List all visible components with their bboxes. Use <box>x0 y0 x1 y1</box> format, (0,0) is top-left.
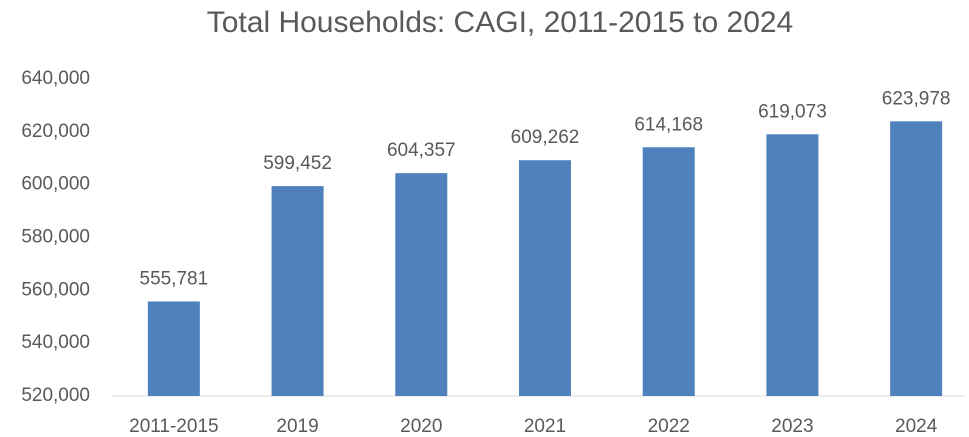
y-tick-label: 600,000 <box>21 174 90 195</box>
data-label: 623,978 <box>882 88 951 109</box>
y-tick-label: 640,000 <box>21 68 90 89</box>
y-tick-label: 560,000 <box>21 279 90 300</box>
chart-title: Total Households: CAGI, 2011-2015 to 202… <box>207 6 794 39</box>
data-label: 599,452 <box>263 153 332 174</box>
bar <box>271 186 324 396</box>
bar <box>519 160 571 396</box>
x-tick-label: 2022 <box>648 416 690 437</box>
bar <box>395 173 448 396</box>
x-tick-label: 2021 <box>524 416 566 437</box>
data-label: 619,073 <box>758 101 827 122</box>
data-label: 555,781 <box>140 268 209 289</box>
x-tick-label: 2020 <box>400 416 442 437</box>
bar <box>642 147 695 396</box>
x-tick-label: 2023 <box>771 416 813 437</box>
bar <box>147 301 200 396</box>
bar <box>766 134 819 396</box>
y-tick-label: 540,000 <box>21 332 90 353</box>
x-tick-label: 2011-2015 <box>129 416 218 437</box>
y-tick-label: 520,000 <box>21 385 90 406</box>
y-tick-label: 620,000 <box>21 121 90 142</box>
bar <box>890 121 943 397</box>
x-tick-label: 2019 <box>276 416 318 437</box>
data-label: 609,262 <box>511 127 580 148</box>
x-tick-label: 2024 <box>895 416 938 437</box>
y-tick-label: 580,000 <box>21 227 90 248</box>
data-label: 614,168 <box>634 114 703 135</box>
data-label: 604,357 <box>387 140 456 161</box>
